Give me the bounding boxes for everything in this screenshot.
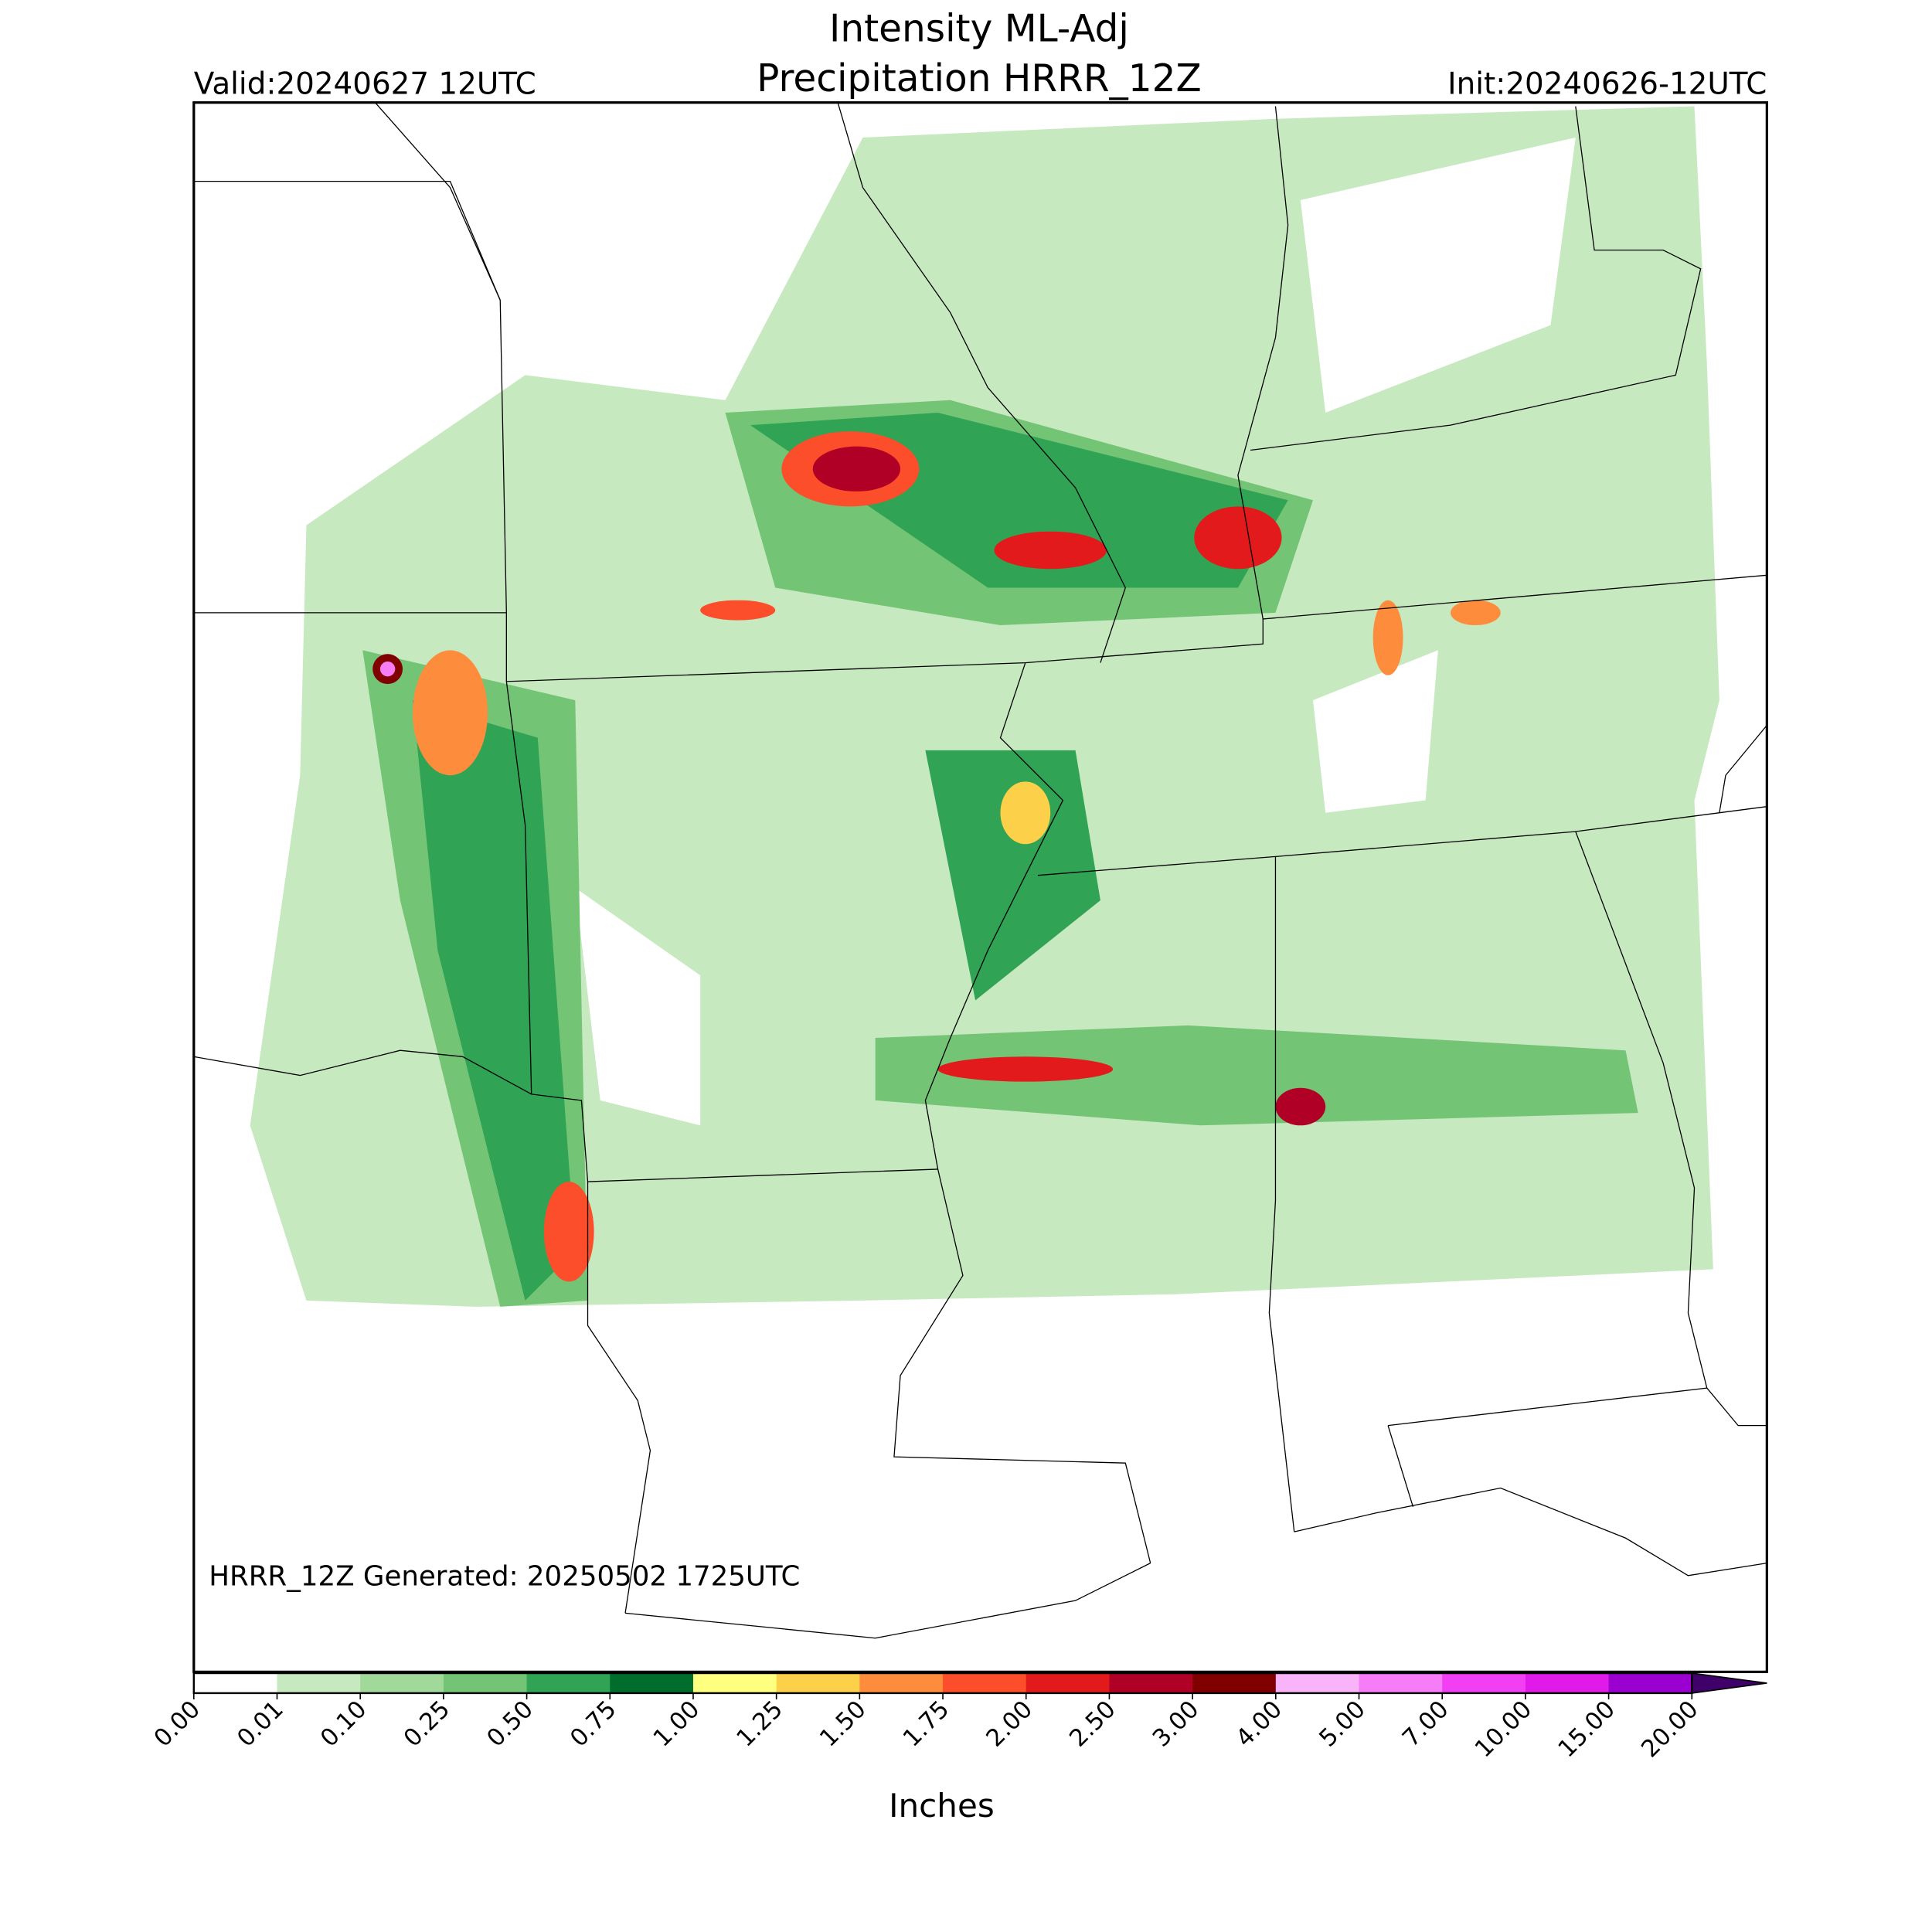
colorbar-segment <box>1275 1673 1360 1693</box>
colorbar-segment <box>692 1673 777 1693</box>
colorbar-segment <box>1525 1673 1610 1693</box>
title: Intensity ML-Adj <box>829 7 1129 50</box>
colorbar-tick-label: 4.00 <box>1230 1696 1287 1753</box>
precip-cell <box>994 531 1107 570</box>
colorbar-tick-label: 2.50 <box>1064 1696 1121 1753</box>
colorbar-tick-label: 1.00 <box>648 1696 705 1753</box>
precip-cell <box>379 661 396 677</box>
colorbar-segment <box>1109 1673 1193 1693</box>
colorbar-tick-label: 15.00 <box>1553 1696 1621 1764</box>
colorbar-tick-label: 0.75 <box>565 1696 622 1753</box>
precip-area <box>875 1025 1638 1126</box>
colorbar-segment <box>610 1673 694 1693</box>
colorbar-segment <box>360 1673 444 1693</box>
colorbar-tick-label: 0.50 <box>481 1696 539 1753</box>
map-frame <box>192 101 1768 1674</box>
colorbar-tick-label: 1.75 <box>898 1696 955 1753</box>
precip-cell <box>543 1182 594 1282</box>
precip-cell <box>1000 781 1051 845</box>
colorbar-segment <box>1359 1673 1443 1693</box>
colorbar-tick-label: 7.00 <box>1397 1696 1454 1753</box>
colorbar-segment <box>859 1673 944 1693</box>
colorbar-segment <box>277 1673 361 1693</box>
colorbar-segment <box>1608 1673 1692 1693</box>
precip-cell <box>700 600 776 621</box>
colorbar-segment <box>1026 1673 1110 1693</box>
colorbar-segment <box>943 1673 1027 1693</box>
colorbar-segment <box>193 1673 277 1693</box>
colorbar-extend <box>1691 1672 1767 1694</box>
dry-area <box>1313 650 1438 813</box>
precip-cell <box>1275 1087 1326 1126</box>
valid-time: Valid:20240627 12UTC <box>194 66 536 101</box>
colorbar-tick-label: 1.25 <box>731 1696 788 1753</box>
precip-cell <box>1372 600 1403 675</box>
colorbar-tick-label: 10.00 <box>1470 1696 1538 1764</box>
precip-cell <box>1450 600 1501 626</box>
precip-cell <box>812 446 901 492</box>
plot: Intensity ML-Adj Precipitation HRRR_12Z … <box>148 7 1768 1825</box>
colorbar-segment <box>1442 1673 1526 1693</box>
precip-cell <box>937 1056 1114 1082</box>
colorbar-tick-label: 0.01 <box>232 1696 289 1753</box>
dry-area <box>575 887 701 1126</box>
colorbar-tick-label: 1.50 <box>815 1696 872 1753</box>
precip-cell <box>1194 506 1282 570</box>
precip-area <box>412 700 576 1301</box>
init-time: Init:20240626-12UTC <box>1447 66 1767 101</box>
map <box>193 102 1767 1639</box>
colorbar-segment <box>1192 1673 1277 1693</box>
colorbar-tick-label: 0.25 <box>398 1696 455 1753</box>
state-borders <box>193 102 1767 1639</box>
colorbar-label: Inches <box>889 1787 995 1825</box>
colorbar-tick-label: 2.00 <box>981 1696 1038 1753</box>
colorbar-tick-label: 0.10 <box>315 1696 372 1753</box>
title: Precipitation HRRR_12Z <box>757 57 1202 100</box>
precip-cell <box>412 650 488 776</box>
dry-area <box>1300 137 1576 413</box>
colorbar-segment <box>776 1673 860 1693</box>
generated-note: HRRR_12Z Generated: 20250502 1725UTC <box>209 1561 800 1593</box>
colorbar: 0.00 0.01 0.10 0.25 0.50 0.75 1.00 1.25 1.50 1.75… <box>148 1672 1767 1764</box>
colorbar-segment <box>526 1673 611 1693</box>
colorbar-tick-label: 20.00 <box>1636 1696 1704 1764</box>
colorbar-tick-label: 5.00 <box>1314 1696 1371 1753</box>
colorbar-segment <box>443 1673 528 1693</box>
colorbar-tick-label: 0.00 <box>148 1696 206 1753</box>
colorbar-tick-label: 3.00 <box>1148 1696 1205 1753</box>
